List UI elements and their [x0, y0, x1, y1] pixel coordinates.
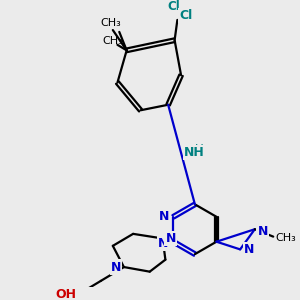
Text: N: N	[158, 237, 169, 250]
Text: OH: OH	[55, 288, 76, 300]
Text: NH: NH	[184, 146, 205, 159]
Text: N: N	[244, 243, 254, 256]
Text: Cl: Cl	[167, 1, 180, 13]
Text: H: H	[194, 143, 203, 156]
Text: CH₃: CH₃	[100, 18, 122, 28]
Text: N: N	[159, 210, 170, 223]
Text: CH₃: CH₃	[103, 36, 123, 46]
Text: CH₃: CH₃	[275, 232, 296, 242]
Text: N: N	[165, 232, 176, 245]
Text: Cl: Cl	[179, 9, 193, 22]
Text: N: N	[257, 225, 268, 238]
Text: N: N	[111, 261, 121, 274]
